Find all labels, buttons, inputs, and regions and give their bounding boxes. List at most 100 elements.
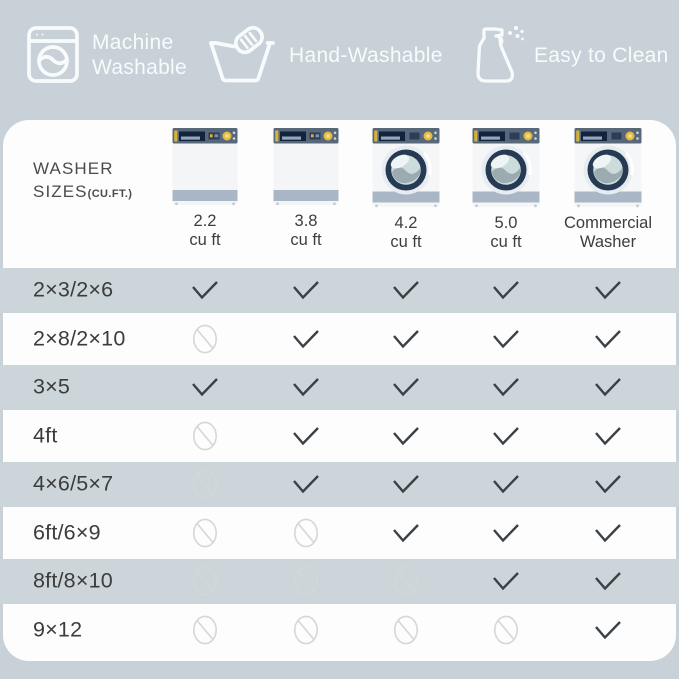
compatible-cell	[192, 281, 219, 300]
compatible-cell	[595, 475, 622, 494]
check-icon	[493, 281, 519, 300]
check-icon	[192, 281, 218, 300]
rug-size-label: 3×5	[33, 374, 71, 399]
row-stripe	[0, 364, 679, 410]
check-icon	[493, 426, 519, 446]
table-row: 4×6/5×7	[0, 460, 679, 509]
compatible-cell	[595, 329, 622, 349]
check-icon	[493, 572, 519, 591]
rug-size-label: 2×3/2×6	[33, 277, 114, 302]
not-compatible-cell	[193, 615, 218, 645]
prohibited-icon	[193, 324, 217, 354]
feature-hand-washable: Hand-Washable	[209, 25, 443, 85]
compatible-cell	[493, 329, 520, 349]
prohibited-icon	[193, 469, 217, 499]
column-header-5-0-cu-ft: 5.0 cu ft	[451, 127, 561, 251]
compatible-cell	[393, 475, 420, 494]
compatible-cell	[393, 426, 420, 446]
table-row: 2×3/2×6	[0, 266, 679, 315]
check-icon	[393, 378, 419, 397]
compatible-cell	[293, 329, 320, 349]
compatible-cell	[595, 572, 622, 591]
column-label: 3.8 cu ft	[290, 212, 322, 249]
check-icon	[393, 329, 419, 349]
prohibited-icon	[394, 615, 418, 645]
not-compatible-cell	[394, 566, 419, 596]
table-row: 6ft/6×9	[0, 509, 679, 558]
table-row: 9×12	[0, 606, 679, 655]
table-row: 2×8/2×10	[0, 315, 679, 364]
table-row: 4ft	[0, 412, 679, 461]
check-icon	[393, 281, 419, 300]
front-load-washer-icon	[574, 128, 642, 208]
check-icon	[595, 475, 621, 494]
not-compatible-cell	[193, 566, 218, 596]
compatible-cell	[595, 281, 622, 300]
title-line1: WASHER	[33, 159, 114, 178]
feature-machine-washable: Machine Washable	[27, 26, 187, 83]
prohibited-icon	[294, 566, 318, 596]
rug-size-label: 4ft	[33, 423, 58, 448]
not-compatible-cell	[294, 518, 319, 548]
spray-bottle-icon	[476, 26, 524, 83]
row-stripe	[0, 267, 679, 313]
compatible-cell	[493, 426, 520, 446]
feature-label: Hand-Washable	[289, 43, 443, 67]
check-icon	[393, 426, 419, 446]
check-icon	[493, 378, 519, 397]
front-load-washer-icon	[472, 128, 540, 208]
check-icon	[393, 475, 419, 494]
prohibited-icon	[193, 566, 217, 596]
compatible-cell	[493, 475, 520, 494]
compatible-cell	[393, 281, 420, 300]
column-label: 2.2 cu ft	[189, 212, 221, 249]
rug-size-label: 9×12	[33, 617, 83, 642]
check-icon	[393, 523, 419, 543]
prohibited-icon	[193, 518, 217, 548]
check-icon	[293, 378, 319, 397]
compatible-cell	[493, 523, 520, 543]
rug-size-label: 8ft/8×10	[33, 568, 113, 593]
column-label: Commercial Washer	[563, 214, 652, 251]
feature-easy-to-clean: Easy to Clean	[475, 24, 669, 86]
prohibited-icon	[294, 518, 318, 548]
check-icon	[595, 329, 621, 349]
compatible-cell	[393, 523, 420, 543]
check-icon	[595, 523, 621, 543]
rug-size-label: 6ft/6×9	[33, 520, 101, 545]
check-icon	[293, 329, 319, 349]
check-icon	[192, 378, 218, 397]
check-icon	[493, 329, 519, 349]
row-stripe	[0, 461, 679, 507]
compatible-cell	[393, 378, 420, 397]
compatible-cell	[293, 475, 320, 494]
compatible-cell	[493, 572, 520, 591]
check-icon	[493, 523, 519, 543]
feature-label: Machine Washable	[92, 30, 188, 79]
table-row: 8ft/8×10	[0, 557, 679, 606]
not-compatible-cell	[294, 566, 319, 596]
compatible-cell	[595, 620, 622, 640]
not-compatible-cell	[193, 324, 218, 354]
machine-washable-icon	[27, 26, 79, 83]
table-row: 3×5	[0, 363, 679, 412]
column-label: 4.2 cu ft	[390, 214, 422, 251]
check-icon	[293, 281, 319, 300]
compatible-cell	[595, 523, 622, 543]
check-icon	[595, 426, 621, 446]
compatible-cell	[293, 281, 320, 300]
prohibited-icon	[193, 421, 217, 451]
not-compatible-cell	[394, 615, 419, 645]
check-icon	[595, 572, 621, 591]
rug-size-label: 2×8/2×10	[33, 326, 126, 351]
check-icon	[293, 426, 319, 446]
column-header-3-8-cu-ft: 3.8 cu ft	[251, 127, 361, 249]
prohibited-icon	[394, 566, 418, 596]
not-compatible-cell	[193, 469, 218, 499]
top-load-washer-icon	[172, 128, 238, 206]
title-line2: SIZES	[33, 182, 88, 201]
check-icon	[595, 620, 621, 640]
front-load-washer-icon	[372, 128, 440, 208]
compatible-cell	[293, 426, 320, 446]
not-compatible-cell	[193, 518, 218, 548]
